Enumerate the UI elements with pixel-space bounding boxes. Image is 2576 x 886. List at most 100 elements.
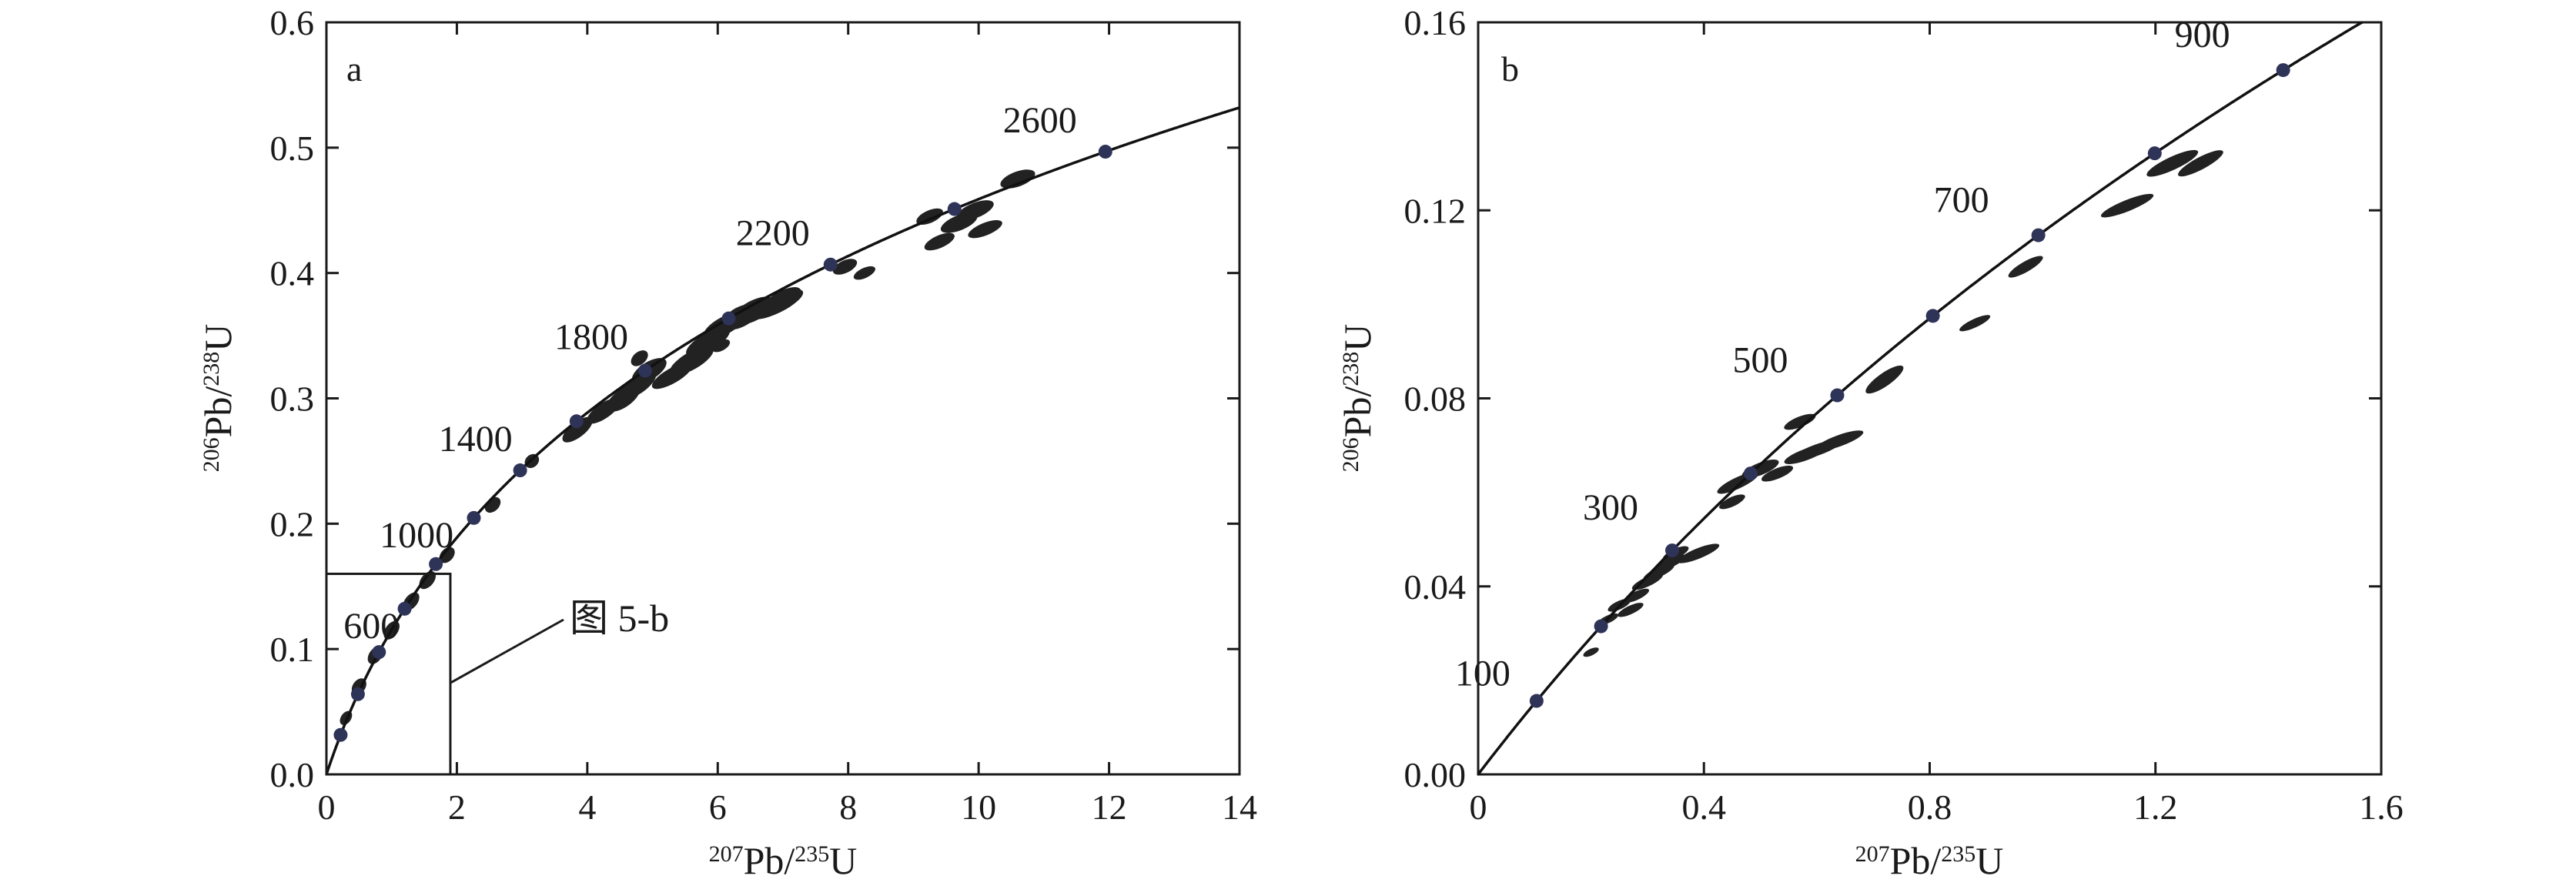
age-label: 1800 (554, 317, 628, 358)
age-marker-point (513, 463, 527, 478)
analysis-ellipse (853, 266, 875, 280)
analysis-ellipse (1959, 315, 1991, 332)
panel-b-y-main2: U (1336, 324, 1379, 352)
panel-a-chart: 0 2 4 6 8 10 12 14 0.0 0.1 0.2 0.3 0.4 0.5 0.6 600 100… (196, 3, 1257, 882)
panel-b-x-tick-labels: 0 0.4 0.8 1.2 1.6 (1470, 787, 2404, 827)
panel-a-y-sup1: 206 (199, 437, 224, 472)
analysis-ellipse (2100, 193, 2154, 218)
x-tick-label: 14 (1222, 787, 1257, 827)
analysis-ellipse (968, 220, 1002, 239)
analysis-ellipse (2008, 256, 2043, 278)
panel-b-ellipses (1583, 149, 2223, 657)
panel-a-age-labels: 600 1000 1400 1800 2200 2600 (343, 100, 1077, 647)
analysis-ellipse (916, 208, 943, 226)
panel-b-age-labels: 100 300 500 700 900 (1455, 15, 2230, 694)
age-label: 700 (1934, 180, 1989, 221)
panel-b-x-sup1: 207 (1855, 841, 1890, 867)
analysis-ellipse (2146, 149, 2199, 177)
panel-b-x-main2: U (1975, 839, 2003, 882)
panel-a-x-tick-labels: 0 2 4 6 8 10 12 14 (318, 787, 1258, 827)
analysis-ellipse (832, 259, 858, 275)
panel-a-plot-frame (325, 21, 1241, 776)
x-tick-label: 8 (839, 787, 857, 827)
analysis-ellipse (1618, 603, 1644, 617)
panel-a-y-main2: U (196, 324, 239, 352)
x-tick-label: 0 (318, 787, 336, 827)
age-label: 1000 (380, 515, 453, 556)
age-marker-point (2276, 63, 2290, 78)
analysis-ellipse (711, 339, 731, 353)
analysis-ellipse (1000, 169, 1035, 189)
age-label: 2200 (736, 213, 810, 254)
age-label: 2600 (1003, 100, 1077, 141)
panel-b-x-axis-label: 207Pb/235U (1855, 839, 2004, 882)
age-marker-point (1665, 543, 1680, 558)
x-tick-label: 10 (961, 787, 996, 827)
analysis-ellipse (1865, 365, 1904, 394)
x-tick-label: 1.2 (2133, 787, 2178, 827)
y-tick-label: 0.00 (1404, 755, 1467, 794)
analysis-ellipse (1654, 554, 1686, 572)
analysis-ellipse (2178, 150, 2223, 177)
age-marker-point (2031, 228, 2046, 242)
analysis-ellipse (562, 416, 593, 443)
age-marker-point (823, 257, 838, 272)
analysis-ellipse (1583, 647, 1599, 657)
x-tick-label: 0.4 (1682, 787, 1727, 827)
analysis-ellipse (419, 570, 437, 590)
panel-b-y-main1: Pb/ (1336, 386, 1379, 438)
age-marker-point (947, 202, 962, 216)
age-label: 900 (2175, 15, 2230, 55)
panel-a-inset-box (325, 572, 452, 776)
analysis-ellipse (764, 287, 801, 309)
analysis-ellipse (439, 547, 455, 563)
age-marker-point (1743, 466, 1758, 481)
age-marker-point (1098, 145, 1112, 159)
panel-b-x-sup2: 235 (1941, 841, 1975, 867)
y-tick-label: 0.6 (270, 3, 315, 42)
analysis-ellipse (631, 350, 648, 366)
panel-a-y-axis-label: 206Pb/238U (196, 324, 239, 473)
age-label: 500 (1732, 340, 1788, 381)
age-marker-point (1925, 309, 1940, 323)
analysis-ellipse (1719, 494, 1745, 510)
y-tick-label: 0.1 (270, 630, 315, 669)
analysis-ellipse (924, 232, 955, 251)
age-marker-point (350, 687, 365, 701)
y-tick-label: 0.08 (1404, 379, 1467, 419)
panel-b-ticks (1477, 21, 2383, 776)
x-tick-label: 6 (709, 787, 727, 827)
panel-a-x-sup1: 207 (709, 841, 744, 867)
x-tick-label: 0 (1470, 787, 1487, 827)
y-tick-label: 0.5 (270, 129, 315, 168)
analysis-ellipse (1784, 413, 1816, 430)
age-label: 600 (343, 606, 399, 647)
analysis-ellipse (1677, 543, 1720, 563)
panel-a-x-sup2: 235 (795, 841, 829, 867)
y-tick-label: 0.16 (1404, 3, 1467, 42)
panel-a-age-markers (333, 145, 1112, 742)
age-marker-point (397, 601, 412, 616)
age-marker-point (721, 311, 736, 326)
age-label: 100 (1455, 654, 1510, 694)
panel-b-tag: b (1501, 49, 1519, 89)
age-marker-point (1830, 388, 1845, 403)
y-tick-label: 0.12 (1404, 191, 1467, 230)
y-tick-label: 0.2 (270, 504, 315, 543)
x-tick-label: 1.6 (2359, 787, 2404, 827)
age-marker-point (1529, 694, 1544, 708)
x-tick-label: 12 (1092, 787, 1127, 827)
panel-a-y-sup2: 238 (199, 352, 224, 386)
panel-b-y-axis-label: 206Pb/238U (1336, 324, 1379, 473)
callout-label: 图 5-b (570, 597, 669, 640)
analysis-ellipse (1761, 465, 1794, 482)
y-tick-label: 0.3 (270, 379, 315, 419)
panel-a-tag: a (346, 49, 362, 89)
panel-a-concordia-curve (325, 106, 1240, 775)
panel-a-ticks (325, 21, 1241, 776)
panel-b-plot-frame (1477, 21, 2383, 776)
age-label: 300 (1583, 487, 1638, 528)
y-tick-label: 0.4 (270, 254, 315, 293)
panel-a-x-axis-label: 207Pb/235U (709, 839, 858, 882)
